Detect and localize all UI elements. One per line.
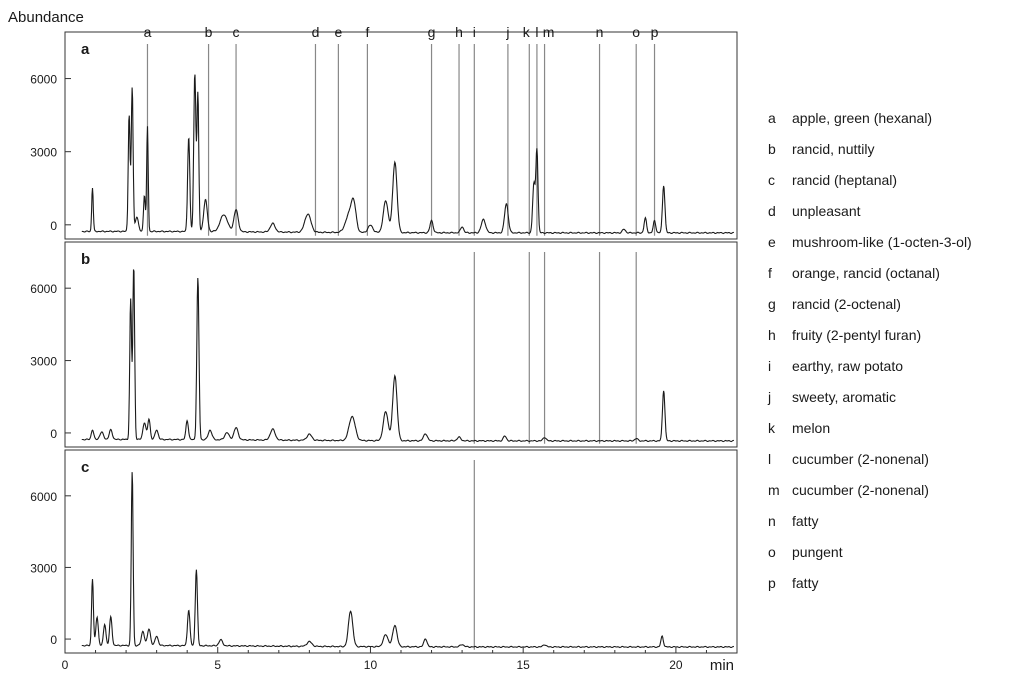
legend-entry-l: l cucumber (2-nonenal) xyxy=(768,443,1018,474)
y-tick-label: 6000 xyxy=(30,490,57,504)
legend-entry-e: e mushroom-like (1-octen-3-ol) xyxy=(768,226,1018,257)
legend-description: apple, green (hexanal) xyxy=(792,109,933,126)
panel-frame-c xyxy=(64,449,738,654)
x-tick-label: 0 xyxy=(62,658,69,672)
x-tick-label: 20 xyxy=(669,658,683,672)
legend-description: rancid, nuttily xyxy=(792,140,875,157)
legend-key: m xyxy=(768,481,780,498)
y-tick-label: 0 xyxy=(50,219,57,233)
legend-description: earthy, raw potato xyxy=(792,357,904,374)
legend-key: c xyxy=(768,171,775,188)
odor-marker-label-b: b xyxy=(205,24,213,40)
x-tick-label: 10 xyxy=(364,658,378,672)
trace-a xyxy=(81,74,735,235)
legend-description: sweety, aromatic xyxy=(792,388,896,405)
legend-key: l xyxy=(768,450,772,467)
legend-entry-k: k melon xyxy=(768,412,1018,443)
x-tick-label: 15 xyxy=(517,658,531,672)
odor-legend: a apple, green (hexanal) b rancid, nuttily c… xyxy=(768,102,1018,598)
x-axis-label: min xyxy=(710,657,734,674)
legend-entry-p: p fatty xyxy=(768,567,1018,598)
legend-description: fatty xyxy=(792,512,819,529)
odor-marker-label-n: n xyxy=(596,24,604,40)
legend-entry-h: h fruity (2-pentyl furan) xyxy=(768,319,1018,350)
legend-description: fatty xyxy=(792,574,819,591)
odor-marker-label-l: l xyxy=(535,24,538,40)
y-tick-label: 6000 xyxy=(30,282,57,296)
legend-key: g xyxy=(768,295,776,312)
legend-entry-c: c rancid (heptanal) xyxy=(768,164,1018,195)
legend-description: mushroom-like (1-octen-3-ol) xyxy=(792,233,972,250)
legend-entry-n: n fatty xyxy=(768,505,1018,536)
legend-entry-f: f orange, rancid (octanal) xyxy=(768,257,1018,288)
y-tick-label: 3000 xyxy=(30,561,57,575)
legend-key: p xyxy=(768,574,776,591)
odor-marker-label-p: p xyxy=(651,24,659,40)
odor-marker-label-h: h xyxy=(455,24,463,40)
legend-description: fruity (2-pentyl furan) xyxy=(792,326,922,343)
legend-entry-d: d unpleasant xyxy=(768,195,1018,226)
odor-marker-label-j: j xyxy=(505,24,509,40)
legend-description: rancid (2-octenal) xyxy=(792,295,901,312)
legend-entry-j: j sweety, aromatic xyxy=(768,381,1018,412)
legend-key: b xyxy=(768,140,776,157)
y-tick-label: 0 xyxy=(50,633,57,647)
y-tick-label: 0 xyxy=(50,427,57,441)
legend-key: d xyxy=(768,202,776,219)
panel-label-a: a xyxy=(81,41,90,58)
legend-entry-o: o pungent xyxy=(768,536,1018,567)
legend-key: i xyxy=(768,357,772,374)
legend-description: cucumber (2-nonenal) xyxy=(792,450,929,467)
odor-marker-label-c: c xyxy=(233,24,240,40)
panel-frame-a xyxy=(64,31,738,240)
y-tick-label: 3000 xyxy=(30,146,57,160)
odor-marker-label-i: i xyxy=(473,24,476,40)
legend-description: rancid (heptanal) xyxy=(792,171,898,188)
odor-marker-label-m: m xyxy=(543,24,555,40)
panel-label-b: b xyxy=(81,251,90,268)
legend-description: cucumber (2-nonenal) xyxy=(792,481,929,498)
odor-marker-label-f: f xyxy=(365,24,369,40)
odor-marker-label-e: e xyxy=(334,24,342,40)
y-tick-label: 6000 xyxy=(30,73,57,87)
panel-frame-b xyxy=(64,241,738,448)
legend-key: a xyxy=(768,109,776,126)
legend-entry-m: m cucumber (2-nonenal) xyxy=(768,474,1018,505)
legend-key: j xyxy=(768,388,772,405)
legend-entry-a: a apple, green (hexanal) xyxy=(768,102,1018,133)
legend-entry-b: b rancid, nuttily xyxy=(768,133,1018,164)
legend-description: melon xyxy=(792,419,831,436)
legend-description: orange, rancid (octanal) xyxy=(792,264,940,281)
odor-marker-label-o: o xyxy=(632,24,640,40)
y-tick-label: 3000 xyxy=(30,355,57,369)
legend-key: n xyxy=(768,512,776,529)
legend-entry-i: i earthy, raw potato xyxy=(768,350,1018,381)
legend-entry-g: g rancid (2-octenal) xyxy=(768,288,1018,319)
trace-c xyxy=(81,472,735,649)
legend-key: f xyxy=(768,264,772,281)
legend-key: h xyxy=(768,326,776,343)
x-tick-label: 5 xyxy=(214,658,221,672)
odor-marker-label-d: d xyxy=(312,24,320,40)
odor-marker-label-g: g xyxy=(428,24,436,40)
odor-marker-label-a: a xyxy=(144,24,152,40)
legend-key: o xyxy=(768,543,776,560)
y-axis-label: Abundance xyxy=(8,9,84,26)
trace-b xyxy=(81,269,735,443)
legend-key: e xyxy=(768,233,776,250)
panel-label-c: c xyxy=(81,459,89,476)
odor-marker-label-k: k xyxy=(523,24,531,40)
legend-key: k xyxy=(768,419,775,436)
legend-description: unpleasant xyxy=(792,202,861,219)
legend-description: pungent xyxy=(792,543,843,560)
